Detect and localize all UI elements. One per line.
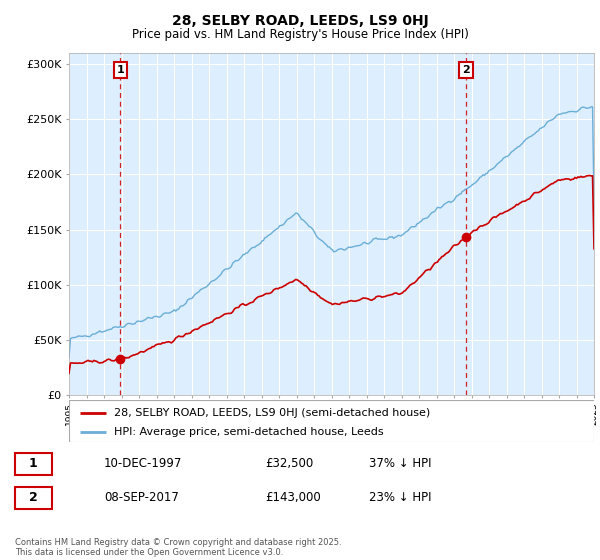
Text: Contains HM Land Registry data © Crown copyright and database right 2025.
This d: Contains HM Land Registry data © Crown c… <box>15 538 341 557</box>
Text: 28, SELBY ROAD, LEEDS, LS9 0HJ (semi-detached house): 28, SELBY ROAD, LEEDS, LS9 0HJ (semi-det… <box>113 408 430 418</box>
Text: 2: 2 <box>462 65 470 74</box>
Text: 08-SEP-2017: 08-SEP-2017 <box>104 491 179 503</box>
Bar <box>15 452 52 475</box>
Text: 28, SELBY ROAD, LEEDS, LS9 0HJ: 28, SELBY ROAD, LEEDS, LS9 0HJ <box>172 14 428 28</box>
Text: 2: 2 <box>29 491 38 503</box>
Text: £143,000: £143,000 <box>265 491 321 503</box>
Text: £32,500: £32,500 <box>265 456 314 470</box>
Text: 37% ↓ HPI: 37% ↓ HPI <box>369 456 431 470</box>
Text: 10-DEC-1997: 10-DEC-1997 <box>104 456 182 470</box>
Text: 1: 1 <box>29 456 38 470</box>
Text: 1: 1 <box>116 65 124 74</box>
Text: HPI: Average price, semi-detached house, Leeds: HPI: Average price, semi-detached house,… <box>113 427 383 437</box>
Text: 23% ↓ HPI: 23% ↓ HPI <box>369 491 431 503</box>
Text: Price paid vs. HM Land Registry's House Price Index (HPI): Price paid vs. HM Land Registry's House … <box>131 28 469 41</box>
Bar <box>15 487 52 509</box>
